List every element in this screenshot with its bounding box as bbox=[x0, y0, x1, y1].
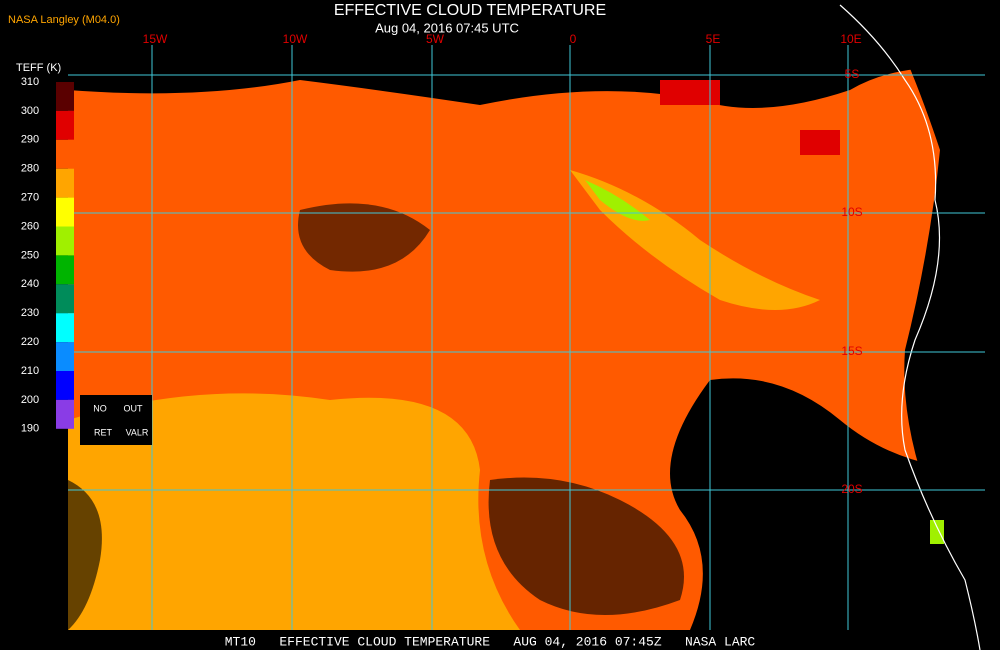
warm-spot bbox=[660, 80, 720, 105]
color-swatch bbox=[56, 313, 74, 343]
cold-spot bbox=[930, 520, 944, 544]
color-swatch bbox=[56, 371, 74, 400]
longitude-label: 10W bbox=[283, 32, 308, 46]
colorbar-note: RET bbox=[94, 427, 113, 437]
cold-cloud-band bbox=[570, 170, 820, 310]
warm-spot bbox=[800, 130, 840, 155]
color-swatch bbox=[56, 399, 74, 429]
footer: MT10 EFFECTIVE CLOUD TEMPERATURE AUG 04,… bbox=[225, 634, 756, 649]
longitude-label: 10E bbox=[840, 32, 861, 46]
clear-area bbox=[68, 480, 102, 630]
clear-area bbox=[670, 378, 985, 630]
level-label: 230 bbox=[21, 307, 39, 319]
clear-area bbox=[488, 477, 684, 615]
subtitle: Aug 04, 2016 07:45 UTC bbox=[375, 20, 519, 35]
warm-cloud-area bbox=[68, 393, 520, 630]
colorbar-note: NO bbox=[93, 403, 107, 413]
coastline bbox=[839, 4, 981, 650]
latitude-label: 15S bbox=[841, 344, 862, 358]
color-swatch bbox=[56, 284, 74, 314]
level-label: 310 bbox=[21, 76, 39, 88]
level-label: 220 bbox=[21, 336, 39, 348]
clear-area bbox=[298, 203, 430, 272]
latitude-label: 10S bbox=[841, 205, 862, 219]
longitude-label: 5W bbox=[426, 32, 445, 46]
imagery bbox=[68, 4, 985, 650]
colorbar: TEFF (K) 310 300 290 280 270 260 250 240 230 220 21… bbox=[16, 62, 152, 445]
level-label: 260 bbox=[21, 220, 39, 232]
level-label: 240 bbox=[21, 278, 39, 290]
colorbar-title: TEFF (K) bbox=[16, 62, 61, 74]
level-label: 270 bbox=[21, 192, 39, 204]
color-swatch bbox=[56, 342, 74, 371]
source-label: NASA Langley (M04.0) bbox=[8, 14, 120, 26]
clear-area bbox=[68, 45, 985, 108]
color-swatch bbox=[56, 226, 74, 256]
notes-box bbox=[80, 395, 152, 445]
color-swatch bbox=[56, 255, 74, 285]
level-label: 200 bbox=[21, 394, 39, 406]
level-label: 280 bbox=[21, 163, 39, 175]
colorbar-note: OUT bbox=[124, 403, 144, 413]
latitude-label: 5S bbox=[845, 67, 860, 81]
level-label: 210 bbox=[21, 365, 39, 377]
level-label: 250 bbox=[21, 249, 39, 261]
grid: 15W 10W 5W 0 5E 10E 5S 10S 15S 20S bbox=[68, 32, 985, 630]
cold-cloud-band bbox=[585, 180, 650, 221]
land bbox=[900, 45, 985, 630]
title: EFFECTIVE CLOUD TEMPERATURE bbox=[334, 2, 606, 19]
level-label: 290 bbox=[21, 134, 39, 146]
level-label: 300 bbox=[21, 105, 39, 117]
level-label: 190 bbox=[21, 423, 39, 435]
longitude-label: 0 bbox=[570, 32, 577, 46]
color-swatch bbox=[56, 110, 74, 140]
longitude-label: 15W bbox=[143, 32, 168, 46]
latitude-label: 20S bbox=[841, 482, 862, 496]
longitude-label: 5E bbox=[706, 32, 721, 46]
color-swatch bbox=[56, 139, 74, 169]
color-swatch bbox=[56, 168, 74, 198]
color-swatch bbox=[56, 197, 74, 227]
color-swatch bbox=[56, 82, 74, 111]
colorbar-note: VALR bbox=[126, 427, 149, 437]
